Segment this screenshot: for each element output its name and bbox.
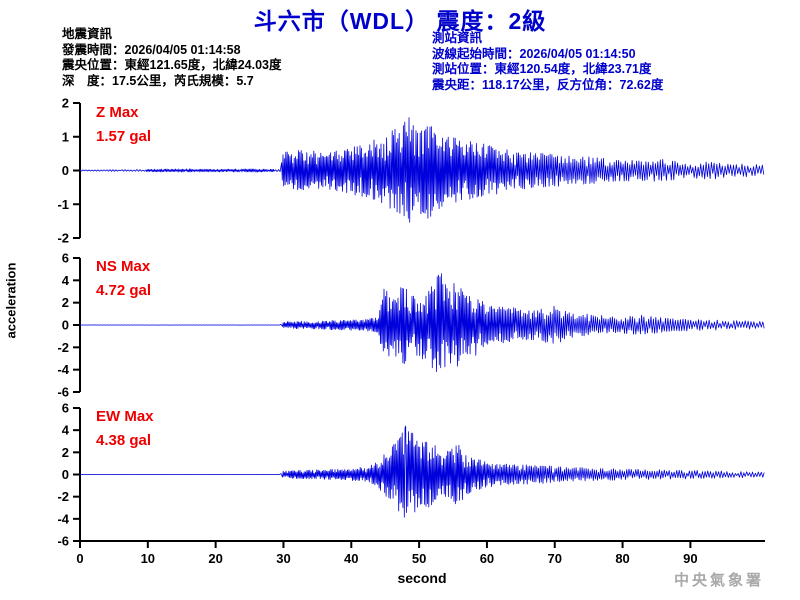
svg-text:80: 80 [615, 551, 629, 566]
svg-text:0: 0 [62, 318, 69, 333]
svg-text:4: 4 [62, 273, 70, 288]
earthquake-info-heading: 地震資訊 [62, 27, 113, 41]
svg-text:-2: -2 [57, 231, 69, 246]
svg-text:40: 40 [344, 551, 358, 566]
svg-text:-6: -6 [57, 385, 69, 400]
svg-text:-2: -2 [57, 340, 69, 355]
earthquake-origin-time: 發震時間：2026/04/05 01:14:58 [62, 42, 241, 57]
svg-text:50: 50 [412, 551, 426, 566]
svg-text:20: 20 [208, 551, 222, 566]
svg-text:6: 6 [62, 251, 69, 266]
svg-text:-6: -6 [57, 534, 69, 549]
x-axis-title: second [397, 570, 447, 586]
station-info: 測站資訊 波線起始時間：2026/04/05 01:14:50 測站位置：東經1… [432, 31, 663, 93]
ns-max-value: 4.72 gal [96, 282, 152, 299]
svg-text:-1: -1 [57, 197, 69, 212]
svg-text:70: 70 [548, 551, 562, 566]
z-max-value: 1.57 gal [96, 128, 152, 145]
svg-text:2: 2 [62, 96, 69, 111]
svg-text:0: 0 [76, 551, 83, 566]
wave-start-time: 波線起始時間：2026/04/05 01:14:50 [432, 46, 636, 61]
epicentral-distance-azimuth: 震央距：118.17公里，反方位角：72.62度 [432, 77, 664, 92]
ns-max-label: NS Max [96, 258, 151, 275]
station-location: 測站位置：東經120.54度，北緯23.71度 [432, 62, 652, 76]
svg-text:90: 90 [683, 551, 697, 566]
agency-watermark: 中央氣象署 [673, 572, 764, 589]
ew-max-value: 4.38 gal [96, 432, 152, 449]
ew-max-label: EW Max [96, 408, 154, 425]
svg-text:6: 6 [62, 401, 69, 416]
svg-text:1: 1 [62, 129, 69, 144]
svg-text:2: 2 [62, 295, 69, 310]
svg-text:4: 4 [62, 423, 70, 438]
svg-text:10: 10 [141, 551, 155, 566]
svg-text:0: 0 [62, 467, 69, 482]
depth-magnitude: 深 度：17.5公里，芮氏規模：5.7 [62, 73, 254, 88]
svg-text:-4: -4 [57, 511, 69, 526]
epicenter-location: 震央位置：東經121.65度，北緯24.03度 [62, 58, 282, 72]
page-title: 斗六市（WDL） 震度：2級 [253, 8, 547, 34]
svg-text:60: 60 [480, 551, 494, 566]
station-info-heading: 測站資訊 [432, 31, 483, 45]
y-axis-title: acceleration [3, 262, 19, 339]
earthquake-info: 地震資訊 發震時間：2026/04/05 01:14:58 震央位置：東經121… [62, 27, 282, 89]
svg-text:2: 2 [62, 445, 69, 460]
svg-text:-2: -2 [57, 489, 69, 504]
svg-text:-4: -4 [57, 362, 69, 377]
svg-text:0: 0 [62, 163, 69, 178]
svg-text:30: 30 [276, 551, 290, 566]
z-max-label: Z Max [96, 104, 139, 121]
